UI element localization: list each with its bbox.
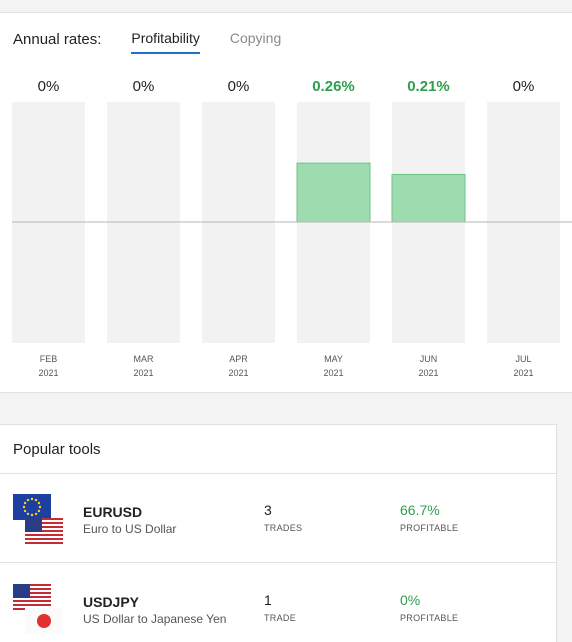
annual-rates-panel: Annual rates: Profitability Copying 0% FE… (0, 12, 572, 393)
tool-symbol: USDJPY (83, 594, 140, 610)
tab-profitability[interactable]: Profitability (131, 29, 201, 54)
popular-tools-title: Popular tools (13, 441, 101, 458)
x-tick-year: 2021 (513, 368, 533, 378)
bar-value-label: 0% (513, 78, 535, 95)
bar-value-label: 0% (228, 78, 250, 95)
popular-tools-panel: Popular tools (0, 424, 557, 642)
data-bar[interactable] (391, 173, 466, 223)
trades-label: TRADE (264, 613, 297, 623)
trades-count: 1 (264, 592, 272, 608)
tab-copying[interactable]: Copying (229, 30, 282, 46)
us-flag-icon (25, 518, 63, 544)
tool-description: US Dollar to Japanese Yen (83, 612, 227, 626)
x-tick-year: 2021 (38, 368, 58, 378)
us-flag-icon (13, 584, 51, 610)
x-tick-month: APR (229, 354, 248, 364)
jp-flag-icon (25, 608, 63, 634)
data-bar[interactable] (296, 162, 371, 223)
divider (0, 473, 557, 474)
x-tick-year: 2021 (323, 368, 343, 378)
profitable-value: 66.7% (400, 502, 440, 518)
x-tick-month: JUN (420, 354, 438, 364)
profitability-chart: 0% FEB 2021 0% MAR 2021 0% APR 2021 0.26% MAY 2021 0… (0, 68, 572, 388)
trades-label: TRADES (264, 523, 303, 533)
x-tick-month: MAR (134, 354, 155, 364)
rates-header: Annual rates: Profitability Copying (13, 29, 311, 54)
currency-pair-flags (13, 584, 65, 636)
x-tick-month: FEB (40, 354, 58, 364)
profitable-label: PROFITABLE (400, 613, 459, 623)
tool-row-eurusd[interactable]: EURUSD Euro to US Dollar 3 TRADES 66.7% … (0, 474, 557, 563)
bar-value-label: 0% (38, 78, 60, 95)
x-tick-month: MAY (324, 354, 343, 364)
x-tick-year: 2021 (228, 368, 248, 378)
x-tick-month: JUL (515, 354, 531, 364)
x-tick-year: 2021 (133, 368, 153, 378)
tool-description: Euro to US Dollar (83, 522, 177, 536)
tool-symbol: EURUSD (83, 504, 143, 520)
profitability-chart-svg: 0% FEB 2021 0% MAR 2021 0% APR 2021 0.26% MAY 2021 0… (12, 78, 572, 378)
profitable-value: 0% (400, 592, 421, 608)
rates-title: Annual rates: (13, 30, 102, 48)
profitable-label: PROFITABLE (400, 523, 459, 533)
bar-value-label: 0% (133, 78, 155, 95)
eu-flag-icon (13, 494, 51, 520)
x-tick-year: 2021 (418, 368, 438, 378)
currency-pair-flags (13, 494, 65, 546)
bar-value-label: 0.26% (312, 78, 355, 95)
tool-row-usdjpy[interactable]: USDJPY US Dollar to Japanese Yen 1 TRADE… (0, 564, 557, 642)
trades-count: 3 (264, 502, 272, 518)
bar-value-label: 0.21% (407, 78, 450, 95)
